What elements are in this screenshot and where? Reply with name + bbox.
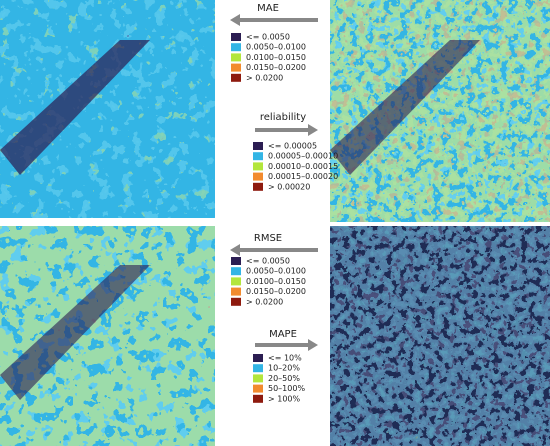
legend-label: > 0.0200 [246,73,283,82]
legend-swatch [253,374,263,383]
legend-label: 0.00010–0.00015 [268,162,338,171]
legend-swatch [231,43,241,52]
legend-label: <= 10% [268,354,302,363]
legend-swatch [253,142,263,150]
legend-swatch [231,287,241,296]
legend-label: <= 0.0050 [246,33,290,42]
map-reliability [330,0,550,222]
legend-label: > 100% [268,394,301,403]
legend-label: 0.00015–0.00020 [268,172,338,181]
legend-label: 0.0050–0.0100 [246,43,306,52]
legend-swatch [231,63,241,72]
map-mae [0,0,215,218]
legend-swatch [231,297,241,306]
legend-swatch [231,257,241,265]
legend-label: 50–100% [268,384,305,393]
map-mape [330,226,550,446]
legend-swatch [253,384,263,393]
legend-swatch [253,172,263,181]
legend-label: 20–50% [268,374,300,383]
legend-swatch [253,364,263,373]
legend-title: MAE [257,3,279,14]
legend-swatch [231,267,241,276]
legend-swatch [253,182,263,191]
legend-label: 10–20% [268,364,300,373]
arrows [230,14,318,351]
legend-label: 0.0150–0.0200 [246,287,306,296]
legend-swatch [231,53,241,62]
legend-swatch [231,73,241,82]
legend-label: 0.0100–0.0150 [246,277,306,286]
legend-label: <= 0.00005 [268,142,317,151]
legend-title: MAPE [269,329,297,340]
legend-label: 0.00005–0.00010 [268,152,338,161]
map-rmse [0,226,215,446]
legend-label: <= 0.0050 [246,257,290,266]
legend-swatch [253,152,263,161]
legend-swatch [231,33,241,41]
legend-swatch [253,354,263,362]
legend-label: 0.0100–0.0150 [246,53,306,62]
legend-swatch [253,162,263,171]
legend-swatch [231,277,241,286]
legend-label: > 0.0200 [246,297,283,306]
legend-label: 0.0150–0.0200 [246,63,306,72]
legend-swatch [253,394,263,403]
legend-title: RMSE [254,233,282,244]
legend-title: reliability [260,112,306,123]
legend-label: 0.0050–0.0100 [246,267,306,276]
legend-label: > 0.00020 [268,182,310,191]
